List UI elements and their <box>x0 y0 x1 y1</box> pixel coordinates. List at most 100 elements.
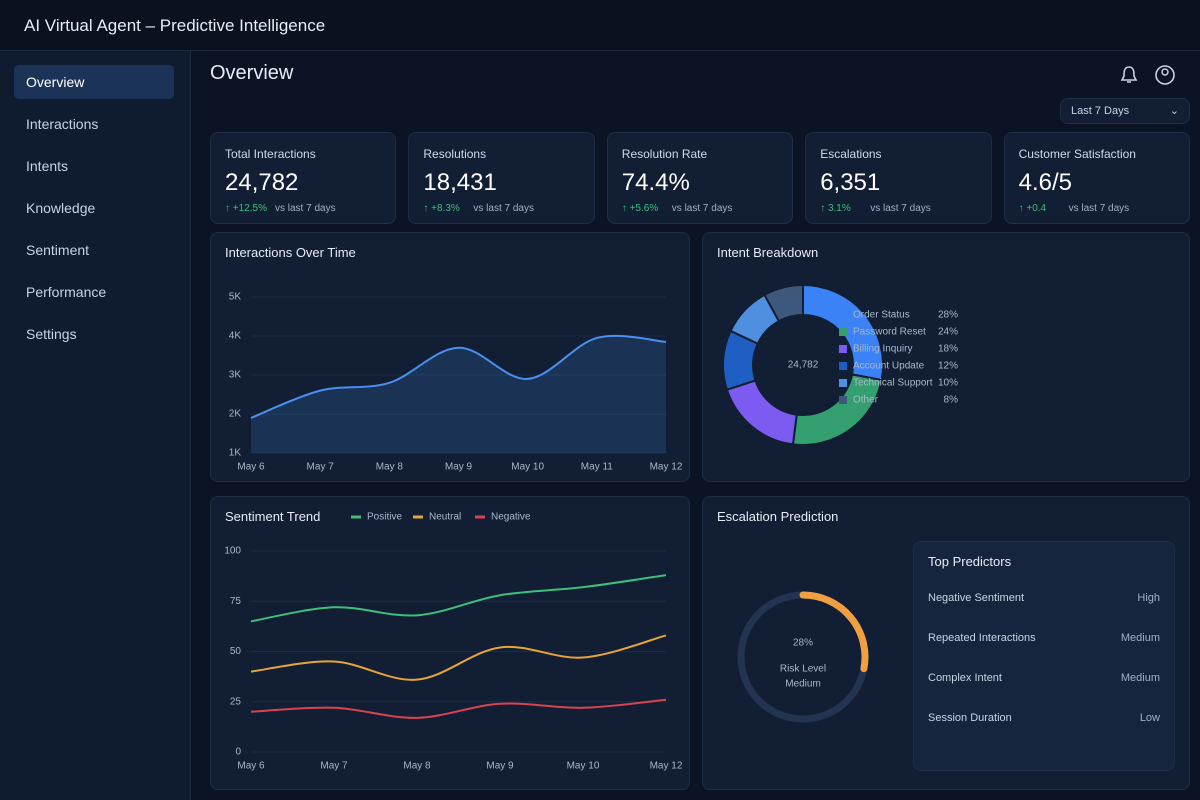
y-tick-label: 75 <box>230 596 242 607</box>
kpi-label: Escalations <box>820 147 882 161</box>
x-tick-label: May 10 <box>567 761 600 772</box>
predictor-level: Medium <box>1120 632 1160 644</box>
kpi-card: Resolution Rate 74.4% ↑ +5.6% vs last 7 day… <box>606 132 794 224</box>
legend-label: Billing Inquiry <box>853 344 912 355</box>
kpi-change: ↑ +0.4 <box>1018 203 1047 214</box>
header-icons <box>1120 65 1175 85</box>
legend-label: Other <box>853 395 879 406</box>
nav-item[interactable]: Sentiment <box>26 242 90 258</box>
legend-label: Technical Support <box>853 378 933 389</box>
card-title: Intent Breakdown <box>717 245 819 260</box>
kpi-change: ↑ 3.1% <box>820 203 851 214</box>
x-tick-label: May 6 <box>237 761 265 772</box>
y-tick-label: 0 <box>235 747 241 758</box>
escalation-card: Escalation Prediction 28% Risk Level Mediu… <box>702 496 1190 790</box>
line <box>250 334 667 419</box>
sentiment-card: Sentiment Trend 0 25 50 75 100 May 6 May 7 May … <box>210 496 690 790</box>
caret: ⌄ <box>1169 105 1179 117</box>
sentiment-chart: 0 25 50 75 100 May 6 May 7 May 8 May 9 May 10 May … <box>224 512 683 772</box>
kpi-label: Customer Satisfaction <box>1018 147 1136 161</box>
predictor-name: Complex Intent <box>928 672 1002 684</box>
x-tick-label: May 12 <box>650 761 683 772</box>
kpi-value: 18,431 <box>423 169 497 196</box>
y-tick-label: 1K <box>229 448 242 459</box>
line <box>250 574 667 623</box>
legend-swatch <box>839 345 847 353</box>
predictor-level: Medium <box>1120 672 1160 684</box>
legend-label: Positive <box>367 512 402 523</box>
x-tick-label: May 10 <box>511 462 544 473</box>
kpi-value: 24,782 <box>225 169 299 196</box>
x-tick-label: May 9 <box>445 462 473 473</box>
legend-swatch <box>839 328 847 336</box>
range-select[interactable]: Last 7 Days ⌄ <box>1060 98 1190 124</box>
legend-label: Order Status <box>853 310 910 321</box>
kpi-period: vs last 7 days <box>870 203 931 214</box>
kpi-change: ↑ +5.6% <box>621 203 659 214</box>
y-tick-label: 4K <box>229 331 242 342</box>
donut-segment <box>725 379 798 446</box>
kpi-label: Resolutions <box>423 147 487 161</box>
profile-icon[interactable] <box>1155 65 1175 85</box>
x-tick-label: May 8 <box>403 761 431 772</box>
kpi-card: Escalations 6,351 ↑ 3.1% vs last 7 days <box>805 132 992 224</box>
kpi-period: vs last 7 days <box>275 203 336 214</box>
gauge-level: Medium <box>785 679 821 690</box>
nav-item[interactable]: Knowledge <box>26 200 96 216</box>
card-title: Escalation Prediction <box>717 509 839 524</box>
gauge-arc <box>799 591 869 673</box>
nav-item[interactable]: Overview <box>14 65 174 99</box>
kpi-period: vs last 7 days <box>1068 203 1130 214</box>
predictor-level: Low <box>1139 712 1160 724</box>
kpi-period: vs last 7 days <box>671 203 733 214</box>
kpi-change: ↑ +8.3% <box>423 203 460 214</box>
value-label: 24% <box>938 327 958 338</box>
bell-icon[interactable] <box>1120 66 1138 83</box>
y-tick-label: 3K <box>229 370 242 381</box>
y-tick-label: 25 <box>230 696 242 707</box>
predictor-name: Session Duration <box>928 712 1012 724</box>
value-label: 12% <box>938 361 958 372</box>
range-label: Last 7 Days <box>1071 105 1130 117</box>
y-tick-label: 50 <box>230 646 242 657</box>
kpi-card: Resolutions 18,431 ↑ +8.3% vs last 7 days <box>408 132 595 224</box>
kpi-card: Customer Satisfaction 4.6/5 ↑ +0.4 vs last … <box>1003 132 1190 224</box>
donut-segment <box>763 283 804 323</box>
x-tick-label: May 6 <box>237 462 265 473</box>
intent-chart: Order Status 28% Password Reset 24% Billing … <box>722 283 958 446</box>
x-tick-label: May 11 <box>581 462 613 473</box>
predictor-name: Repeated Interactions <box>928 632 1036 644</box>
kpi-value: 6,351 <box>820 169 881 196</box>
nav-item[interactable]: Settings <box>26 326 77 342</box>
nav-item[interactable]: Interactions <box>26 116 99 132</box>
kpi-label: Resolution Rate <box>621 147 708 161</box>
legend-label: Negative <box>491 512 531 523</box>
nav-item[interactable]: Performance <box>26 284 107 300</box>
x-tick-label: May 9 <box>486 761 514 772</box>
escalation-chart: 28% Risk Level Medium <box>737 591 869 723</box>
x-tick-label: May 12 <box>650 462 683 473</box>
x-tick-label: May 8 <box>376 462 404 473</box>
line <box>250 634 667 681</box>
kpi-label: Total Interactions <box>225 147 316 161</box>
y-tick-label: 2K <box>229 409 242 420</box>
legend-swatch <box>839 362 847 370</box>
x-tick-label: May 7 <box>320 761 348 772</box>
gauge-value: 28% <box>793 638 813 649</box>
kpi-change: ↑ +12.5% <box>225 203 267 214</box>
kpi-card: Total Interactions 24,782 ↑ +12.5% vs last … <box>210 132 397 224</box>
card-title: Interactions Over Time <box>225 245 356 260</box>
interactions-chart: 1K 2K 3K 4K 5K May 6 May 7 May 8 May 9 May 10 May … <box>229 292 683 473</box>
nav-item[interactable]: Intents <box>26 158 69 174</box>
legend-label: Password Reset <box>853 327 926 338</box>
predictors-panel: Top Predictors Negative Sentiment High Rep… <box>913 541 1175 771</box>
legend-label: Account Update <box>853 361 925 372</box>
kpi-value: 4.6/5 <box>1018 169 1072 196</box>
top-bar: AI Virtual Agent – Predictive Intelligen… <box>0 0 1200 51</box>
kpi-period: vs last 7 days <box>473 203 534 214</box>
gauge-caption: Risk Level <box>780 664 826 675</box>
value-label: 10% <box>938 378 958 389</box>
interactions-card: Interactions Over Time 1K 2K 3K 4K 5K May 6 Ma… <box>210 232 690 482</box>
line <box>250 698 667 719</box>
